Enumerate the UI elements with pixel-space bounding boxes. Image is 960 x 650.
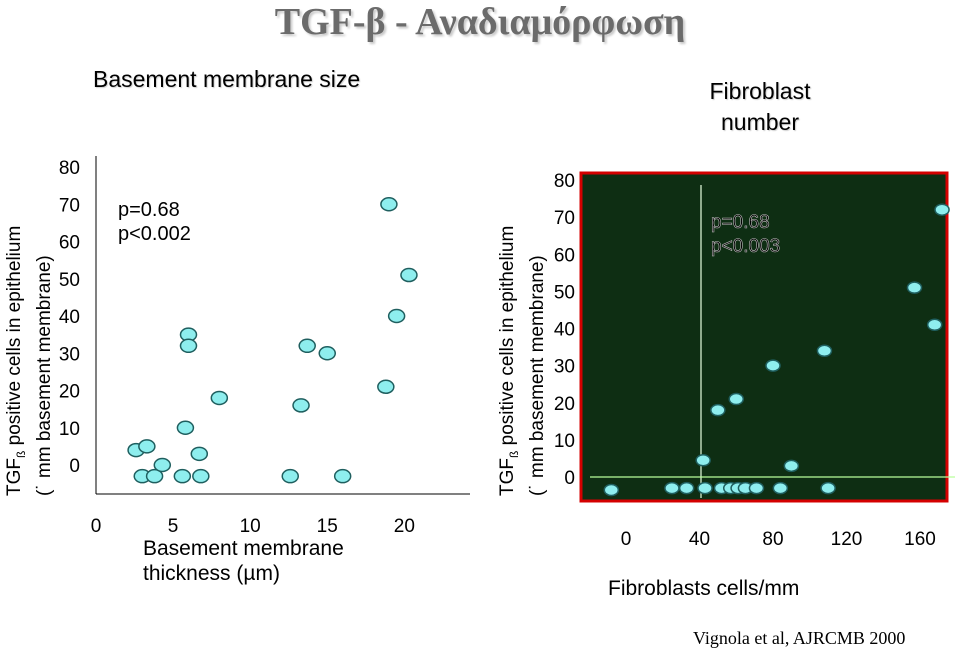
left-data-point [292, 398, 310, 413]
citation: Vignola et al, AJRCMB 2000 [693, 628, 906, 648]
right-x-tick-label: 120 [831, 529, 863, 550]
right-data-point [906, 281, 923, 294]
right-plot-background [579, 171, 949, 503]
right-data-point [697, 481, 713, 495]
right-y-tick-label: 30 [554, 357, 575, 378]
right-data-point [765, 359, 781, 372]
right-data-point [603, 483, 620, 497]
left-data-point [145, 468, 164, 484]
right-stat-r: p=0.68 [711, 212, 770, 233]
right-data-point [678, 481, 695, 495]
right-y-tick-label: 50 [554, 282, 575, 303]
left-x-label: Basement membrane thickness (µm) [143, 537, 344, 585]
left-data-point [318, 346, 336, 361]
right-panel-header: Fibroblast number [709, 78, 811, 135]
right-stats: p=0.68 p<0.003 [711, 212, 781, 258]
right-data-point [695, 454, 711, 467]
right-data-point [816, 344, 833, 358]
left-panel-header: Basement membrane size [93, 66, 361, 92]
right-data-point [664, 481, 680, 495]
right-y-tick-label: 60 [554, 245, 575, 266]
right-y-tick-label: 80 [554, 171, 575, 192]
left-data-point [173, 468, 192, 484]
left-y-tick-label: 70 [59, 195, 80, 216]
left-x-tick-label: 0 [91, 516, 102, 537]
right-chart: 0 10 20 30 40 50 60 70 80 0 40 80 120 160 [554, 171, 950, 550]
left-y-tick-label: 30 [59, 344, 80, 365]
left-data-point [190, 446, 209, 462]
left-data-point [179, 338, 198, 354]
left-chart: 0 10 20 30 40 50 60 70 80 0 5 10 15 20 [59, 158, 418, 537]
left-data-point [210, 390, 229, 406]
right-y-tick-label: 0 [564, 468, 575, 489]
left-y-tick-label: 40 [59, 307, 80, 328]
right-x-tick-label: 0 [621, 529, 632, 550]
left-data-point [377, 379, 395, 395]
left-x-tick-label: 15 [317, 516, 338, 537]
right-y-tick-label: 40 [554, 320, 575, 341]
right-x-label: Fibroblasts cells/mm [608, 577, 800, 600]
left-y-tick-label: 60 [59, 233, 80, 254]
right-data-point [820, 481, 836, 495]
right-x-tick-label: 160 [904, 529, 936, 550]
right-data-point [926, 318, 943, 332]
right-data-point [772, 481, 789, 495]
left-x-tick-label: 20 [394, 516, 415, 537]
right-data-point [934, 203, 950, 216]
left-y-tick-label: 20 [59, 382, 80, 403]
left-y-tick-label: 0 [69, 456, 80, 477]
right-data-point [748, 481, 765, 495]
page-title: TGF-β - Αναδιαμόρφωση [274, 1, 686, 43]
left-data-point [192, 468, 210, 484]
left-data-point [138, 439, 156, 454]
left-data-point [298, 338, 316, 354]
left-x-tick-label: 5 [168, 516, 179, 537]
left-stats: p=0.68 p<0.002 [118, 198, 191, 246]
left-data-point [380, 197, 398, 212]
right-data-point [728, 392, 744, 406]
right-y-tick-label: 70 [554, 208, 575, 229]
right-x-tick-label: 40 [689, 529, 710, 550]
left-data-point [387, 308, 406, 324]
right-data-point [710, 403, 726, 417]
left-stat-r: p=0.68 [118, 199, 180, 221]
left-y-tick-label: 50 [59, 270, 80, 291]
left-data-point [281, 468, 299, 484]
left-x-tick-label: 10 [240, 516, 261, 537]
right-y-tick-label: 10 [554, 431, 575, 452]
left-data-point [176, 420, 195, 435]
left-data-point [153, 457, 172, 473]
right-x-tick-label: 80 [762, 529, 783, 550]
right-stat-p: p<0.003 [711, 236, 780, 257]
left-data-point [333, 468, 352, 484]
right-y-tick-label: 20 [554, 394, 575, 415]
left-y-tick-label: 10 [59, 419, 80, 440]
right-data-point [783, 459, 800, 473]
left-data-point [400, 267, 418, 283]
left-stat-p: p<0.002 [118, 223, 191, 245]
left-y-tick-label: 80 [59, 158, 80, 179]
